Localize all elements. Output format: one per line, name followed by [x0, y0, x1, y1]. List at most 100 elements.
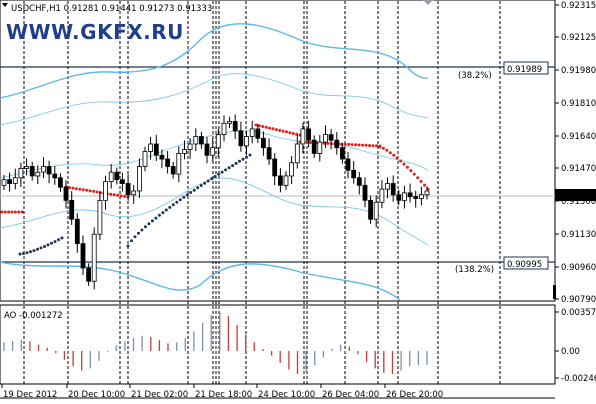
- sar-dot: [347, 142, 351, 146]
- candle-body: [159, 154, 165, 160]
- sar-dot: [53, 240, 57, 244]
- indicator-tick-label: -0.00246: [561, 374, 596, 384]
- sar-dot: [185, 193, 189, 197]
- sar-dot: [161, 211, 165, 215]
- sar-dot: [119, 194, 123, 198]
- time-axis: 19 Dec 2012 20 Dec 10:00 21 Dec 02:00 21 De…: [1, 384, 443, 400]
- sar-dot: [199, 184, 203, 187]
- candle-body: [413, 196, 419, 199]
- time-tick-label: 21 Dec 02:00: [131, 390, 188, 400]
- candle-body: [272, 158, 278, 177]
- sar-dot: [245, 155, 248, 159]
- sar-dot: [423, 183, 427, 187]
- candle-body: [283, 175, 289, 186]
- price-tick-label: 0.91130: [561, 230, 596, 240]
- candle-body: [266, 147, 272, 160]
- price-tick-label: 0.90790: [561, 295, 596, 305]
- sar-dot: [220, 170, 224, 174]
- sar-dot: [46, 243, 50, 247]
- sar-dot: [213, 175, 217, 178]
- candle-body: [142, 151, 148, 167]
- band-line: [0, 177, 429, 246]
- candle-body: [80, 243, 86, 269]
- indicator-frame: [0, 304, 556, 385]
- sar-dot: [18, 252, 22, 256]
- candle-body: [238, 130, 244, 147]
- sar-dot: [281, 129, 285, 133]
- price-tick-label: 0.90960: [561, 263, 596, 273]
- price-scale-marker: [553, 285, 556, 299]
- candle-body: [368, 199, 374, 220]
- candle-body: [385, 183, 390, 190]
- indicator-label: AO -0.001272: [4, 311, 63, 321]
- candle-body: [91, 233, 97, 282]
- chart-menu-triangle-icon[interactable]: [2, 3, 8, 7]
- sar-dot: [88, 189, 92, 193]
- scroll-marker-icon[interactable]: [423, 0, 433, 5]
- candle-body: [131, 190, 137, 196]
- indicator-tick-label: 0.00: [561, 347, 580, 357]
- sar-dot: [175, 200, 179, 204]
- fib-price-box-138: [503, 256, 549, 270]
- sar-dot: [39, 246, 43, 250]
- sar-dot: [388, 151, 392, 155]
- sar-dot: [271, 127, 275, 131]
- sar-dot: [150, 219, 154, 223]
- candle-body: [379, 188, 385, 203]
- sar-dot: [264, 125, 268, 129]
- candle-body: [232, 121, 238, 132]
- candle-body: [120, 179, 125, 184]
- candle-body: [362, 184, 368, 201]
- candle-body: [390, 183, 396, 196]
- candle-body: [52, 173, 58, 179]
- sar-dot: [288, 131, 292, 135]
- candle-body: [221, 122, 227, 136]
- candle-body: [103, 181, 108, 201]
- sar-dot: [157, 213, 161, 217]
- sar-dot: [60, 236, 64, 240]
- parabolic-sar-dots: [0, 123, 430, 256]
- candle-body: [18, 167, 24, 179]
- candle-body: [407, 192, 413, 198]
- sar-dot: [133, 235, 137, 239]
- sar-dot: [385, 148, 389, 152]
- sar-dot: [257, 124, 261, 128]
- candle-body: [114, 171, 120, 181]
- sar-dot: [305, 140, 309, 144]
- candle-body: [165, 158, 171, 167]
- awesome-oscillator-bars: [3, 312, 428, 374]
- candle-body: [63, 186, 69, 201]
- candle-body: [108, 171, 114, 182]
- sar-dot: [126, 244, 130, 248]
- sar-dot: [67, 186, 71, 190]
- sar-dot: [196, 186, 200, 190]
- price-tick-label: 0.91470: [561, 164, 596, 174]
- sar-dot: [32, 249, 36, 253]
- candle-body: [198, 136, 204, 145]
- sar-dot: [147, 222, 151, 226]
- symbol-ohlc-label: USDCHF,H1 0.91281 0.91441 0.91273 0.9133…: [11, 4, 212, 14]
- sar-dot: [178, 198, 182, 202]
- sar-dot: [74, 187, 78, 191]
- candle-body: [35, 171, 41, 177]
- fib-pct-label-38: (38.2%): [458, 71, 492, 81]
- candle-body: [345, 158, 351, 171]
- fib-price-label-38: 0.91989: [507, 65, 542, 75]
- price-tick-label: 0.91300: [561, 197, 596, 207]
- candle-body: [125, 183, 131, 196]
- time-tick-label: 26 Dec 04:00: [322, 390, 379, 400]
- sar-dot: [357, 143, 361, 147]
- current-price-label: 0.91333: [559, 192, 594, 202]
- time-tick-label: 20 Dec 10:00: [68, 390, 125, 400]
- sar-dot: [92, 189, 96, 193]
- time-tick-label: 24 Dec 10:00: [258, 390, 315, 400]
- sar-dot: [50, 241, 53, 245]
- sar-dot: [130, 239, 133, 243]
- candle-body: [1, 179, 7, 186]
- candle-body: [227, 121, 233, 124]
- sar-dot: [261, 125, 265, 128]
- sar-dot: [85, 188, 89, 192]
- fib-price-box-38: [503, 61, 549, 75]
